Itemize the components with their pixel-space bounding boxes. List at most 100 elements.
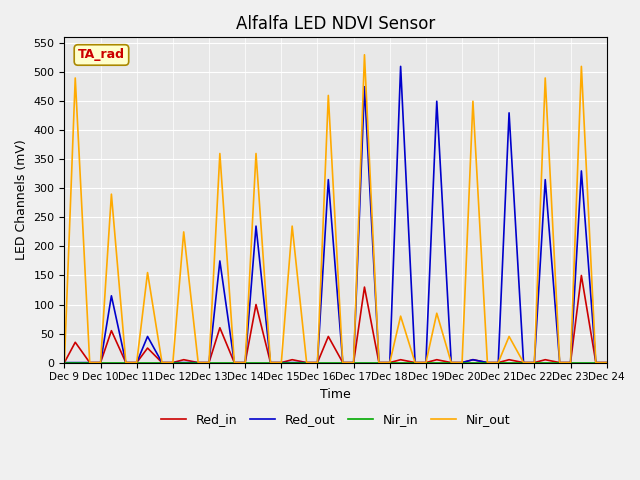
Nir_out bbox=[108, 191, 115, 197]
Nir_out bbox=[397, 313, 404, 319]
Nir_in bbox=[230, 360, 238, 365]
Nir_out bbox=[556, 360, 564, 365]
Y-axis label: LED Channels (mV): LED Channels (mV) bbox=[15, 140, 28, 260]
Nir_in bbox=[108, 360, 115, 365]
Nir_out bbox=[350, 360, 358, 365]
Red_out bbox=[531, 360, 538, 365]
Red_out bbox=[433, 98, 440, 104]
Red_in bbox=[303, 360, 310, 365]
Red_out bbox=[97, 360, 104, 365]
Nir_out bbox=[97, 360, 104, 365]
Nir_in bbox=[169, 360, 177, 365]
Red_in bbox=[241, 360, 249, 365]
Red_in bbox=[541, 357, 549, 362]
Red_out bbox=[86, 360, 93, 365]
Nir_in bbox=[484, 360, 492, 365]
Red_in bbox=[72, 339, 79, 345]
Nir_in bbox=[86, 360, 93, 365]
Red_out bbox=[108, 293, 115, 299]
X-axis label: Time: Time bbox=[320, 388, 351, 401]
Red_in bbox=[314, 360, 321, 365]
Red_out bbox=[61, 360, 68, 365]
Red_out bbox=[505, 110, 513, 116]
Nir_in bbox=[556, 360, 564, 365]
Nir_in bbox=[180, 360, 188, 365]
Red_out bbox=[158, 360, 166, 365]
Red_out bbox=[386, 360, 394, 365]
Red_out bbox=[412, 360, 419, 365]
Nir_in bbox=[216, 360, 224, 365]
Nir_in bbox=[158, 360, 166, 365]
Nir_out bbox=[180, 229, 188, 235]
Nir_in bbox=[61, 360, 68, 365]
Nir_out bbox=[469, 98, 477, 104]
Red_in bbox=[205, 360, 213, 365]
Nir_out bbox=[484, 360, 492, 365]
Red_out bbox=[195, 360, 202, 365]
Nir_out bbox=[241, 360, 249, 365]
Red_in bbox=[447, 360, 455, 365]
Red_in bbox=[397, 357, 404, 362]
Nir_in bbox=[433, 360, 440, 365]
Nir_out bbox=[412, 360, 419, 365]
Red_out bbox=[205, 360, 213, 365]
Nir_out bbox=[324, 93, 332, 98]
Nir_in bbox=[592, 360, 600, 365]
Line: Red_out: Red_out bbox=[65, 66, 607, 362]
Red_out bbox=[350, 360, 358, 365]
Title: Alfalfa LED NDVI Sensor: Alfalfa LED NDVI Sensor bbox=[236, 15, 435, 33]
Red_out bbox=[230, 360, 238, 365]
Nir_out bbox=[267, 360, 275, 365]
Nir_out bbox=[422, 360, 430, 365]
Nir_out bbox=[541, 75, 549, 81]
Red_in bbox=[108, 328, 115, 334]
Nir_in bbox=[412, 360, 419, 365]
Nir_in bbox=[133, 360, 141, 365]
Nir_out bbox=[592, 360, 600, 365]
Nir_out bbox=[122, 360, 130, 365]
Red_out bbox=[122, 360, 130, 365]
Nir_in bbox=[350, 360, 358, 365]
Nir_in bbox=[577, 360, 585, 365]
Red_in bbox=[324, 334, 332, 339]
Red_in bbox=[230, 360, 238, 365]
Nir_out bbox=[603, 360, 611, 365]
Red_out bbox=[72, 360, 79, 365]
Red_in bbox=[566, 360, 574, 365]
Red_in bbox=[289, 357, 296, 362]
Red_out bbox=[494, 360, 502, 365]
Nir_out bbox=[314, 360, 321, 365]
Nir_out bbox=[216, 151, 224, 156]
Nir_out bbox=[61, 360, 68, 365]
Nir_in bbox=[360, 360, 368, 365]
Red_out bbox=[566, 360, 574, 365]
Nir_in bbox=[289, 360, 296, 365]
Red_in bbox=[592, 360, 600, 365]
Red_in bbox=[122, 360, 130, 365]
Red_out bbox=[592, 360, 600, 365]
Nir_in bbox=[314, 360, 321, 365]
Red_out bbox=[144, 334, 152, 339]
Line: Nir_out: Nir_out bbox=[65, 55, 607, 362]
Red_out bbox=[339, 360, 347, 365]
Nir_out bbox=[303, 360, 310, 365]
Nir_in bbox=[252, 360, 260, 365]
Nir_out bbox=[230, 360, 238, 365]
Text: TA_rad: TA_rad bbox=[78, 48, 125, 61]
Nir_out bbox=[289, 223, 296, 229]
Red_in bbox=[195, 360, 202, 365]
Nir_in bbox=[278, 360, 285, 365]
Nir_in bbox=[494, 360, 502, 365]
Nir_out bbox=[531, 360, 538, 365]
Line: Red_in: Red_in bbox=[65, 276, 607, 362]
Red_in bbox=[278, 360, 285, 365]
Red_in bbox=[144, 345, 152, 351]
Red_out bbox=[541, 177, 549, 182]
Red_in bbox=[350, 360, 358, 365]
Legend: Red_in, Red_out, Nir_in, Nir_out: Red_in, Red_out, Nir_in, Nir_out bbox=[156, 408, 516, 431]
Red_in bbox=[86, 360, 93, 365]
Red_out bbox=[252, 223, 260, 229]
Nir_in bbox=[375, 360, 383, 365]
Red_in bbox=[252, 301, 260, 307]
Red_out bbox=[397, 63, 404, 69]
